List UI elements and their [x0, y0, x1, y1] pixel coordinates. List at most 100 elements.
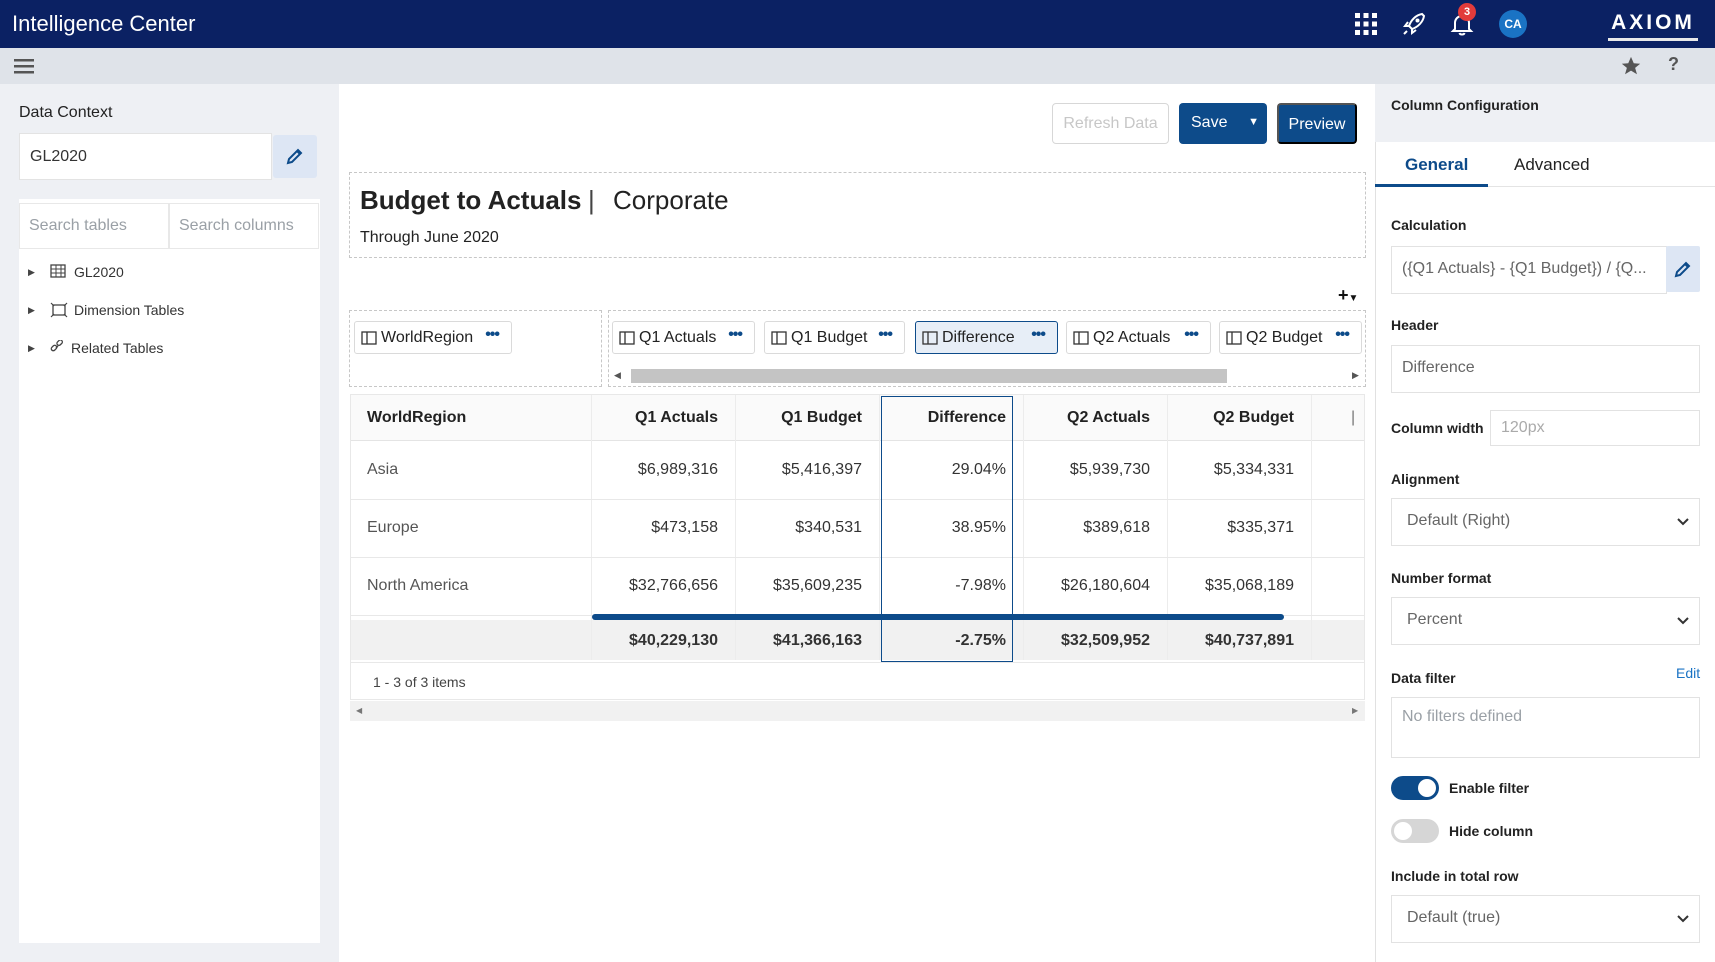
edit-filter-link[interactable]: Edit	[1676, 665, 1701, 681]
user-avatar[interactable]: CA	[1499, 10, 1527, 38]
more-options-icon[interactable]: •••	[1335, 326, 1350, 343]
number-format-value: Percent	[1407, 611, 1463, 628]
hide-column-label: Hide column	[1449, 823, 1534, 839]
scroll-right-icon[interactable]: ▶	[1352, 370, 1359, 380]
chip-q2-actuals[interactable]: Q2 Actuals •••	[1066, 321, 1211, 354]
title-separator: |	[588, 185, 595, 215]
grid-horizontal-scrollbar[interactable]: ◀ ▶	[350, 701, 1365, 721]
chip-label: Q1 Actuals	[639, 328, 717, 346]
total-value: $40,229,130	[629, 632, 718, 649]
header-field[interactable]: Difference	[1391, 345, 1700, 393]
save-button[interactable]: Save ▼	[1179, 103, 1267, 144]
chip-label: Q2 Budget	[1246, 328, 1323, 346]
row-divider	[351, 499, 1364, 500]
tab-divider	[1375, 186, 1715, 187]
more-options-icon[interactable]: •••	[485, 326, 500, 343]
search-columns-input[interactable]: Search columns	[169, 203, 319, 249]
report-date: Through June 2020	[360, 229, 499, 246]
total-value: $40,737,891	[1205, 632, 1294, 649]
toggle-knob	[1394, 822, 1412, 840]
chip-q2-budget[interactable]: Q2 Budget •••	[1219, 321, 1362, 354]
more-options-icon[interactable]: •••	[878, 326, 893, 343]
expand-caret-icon[interactable]: ▶	[28, 266, 35, 277]
config-panel-title: Column Configuration	[1391, 97, 1539, 113]
more-options-icon[interactable]: •••	[1184, 326, 1199, 343]
expand-caret-icon[interactable]: ▶	[28, 304, 35, 315]
search-tables-input[interactable]: Search tables	[19, 203, 169, 249]
row-drop-zone[interactable]	[349, 310, 602, 387]
star-icon[interactable]	[1620, 55, 1642, 77]
data-context-input[interactable]: GL2020	[19, 133, 272, 180]
save-dropdown-chevron-icon[interactable]: ▼	[1248, 116, 1259, 128]
hamburger-menu-icon[interactable]	[13, 56, 35, 76]
cell-value: $5,416,397	[781, 461, 862, 478]
cell-value: $26,180,604	[1061, 577, 1150, 594]
scrollbar-thumb[interactable]	[631, 369, 1227, 383]
enable-filter-toggle[interactable]	[1391, 776, 1439, 800]
column-drop-zone[interactable]	[608, 310, 1366, 387]
tab-advanced[interactable]: Advanced	[1514, 155, 1590, 174]
expand-caret-icon[interactable]: ▶	[28, 342, 35, 353]
number-format-label: Number format	[1391, 570, 1492, 586]
scroll-right-icon[interactable]: ▶	[1352, 706, 1359, 715]
total-value: -2.75%	[955, 632, 1006, 649]
chip-q1-budget[interactable]: Q1 Budget •••	[764, 321, 905, 354]
column-divider	[879, 395, 880, 660]
include-total-value: Default (true)	[1407, 909, 1501, 926]
selected-column-outline	[881, 396, 1013, 662]
include-total-select[interactable]: Default (true)	[1391, 895, 1700, 943]
tree-item-related-tables[interactable]: ▶ Related Tables	[28, 338, 163, 358]
column-divider	[1167, 395, 1168, 660]
grid-total-row	[351, 620, 1364, 660]
rocket-icon[interactable]	[1400, 10, 1428, 38]
cell-region: North America	[367, 577, 469, 594]
help-icon[interactable]: ?	[1668, 54, 1679, 74]
add-column-button[interactable]: +▼	[1338, 285, 1359, 305]
calculation-field[interactable]: ({Q1 Actuals} - {Q1 Budget}) / {Q...	[1391, 246, 1667, 294]
refresh-data-button[interactable]: Refresh Data	[1052, 103, 1169, 144]
edit-context-button[interactable]	[273, 135, 317, 178]
more-options-icon[interactable]: •••	[728, 326, 743, 343]
tree-item-gl2020[interactable]: ▶ GL2020	[28, 262, 124, 282]
header-q1-budget[interactable]: Q1 Budget	[781, 409, 862, 426]
header-q2-actuals[interactable]: Q2 Actuals	[1067, 409, 1150, 426]
header-worldregion[interactable]: WorldRegion	[367, 409, 467, 426]
edit-calculation-button[interactable]	[1666, 246, 1700, 292]
pencil-icon	[286, 147, 304, 165]
row-divider	[351, 557, 1364, 558]
header-q2-budget[interactable]: Q2 Budget	[1213, 409, 1294, 426]
tab-general[interactable]: General	[1405, 155, 1469, 174]
scroll-left-icon[interactable]: ◀	[356, 706, 363, 715]
secondary-bar: ?	[0, 48, 1715, 84]
column-drop-indicator	[592, 614, 1284, 620]
columns-scrollbar[interactable]: ◀ ▶	[610, 366, 1365, 386]
tree-item-dimension-tables[interactable]: ▶ Dimension Tables	[28, 300, 184, 320]
preview-button[interactable]: Preview	[1277, 103, 1357, 144]
header-q1-actuals[interactable]: Q1 Actuals	[635, 409, 718, 426]
data-filter-box[interactable]: No filters defined	[1391, 697, 1700, 758]
more-options-icon[interactable]: •••	[1031, 326, 1046, 343]
scroll-left-icon[interactable]: ◀	[614, 370, 621, 380]
chevron-down-icon	[1677, 515, 1689, 527]
cell-value: $6,989,316	[637, 461, 718, 478]
cell-value: $5,334,331	[1213, 461, 1294, 478]
grid-header-row	[351, 395, 1364, 441]
hide-column-toggle[interactable]	[1391, 819, 1439, 843]
chip-worldregion[interactable]: WorldRegion •••	[354, 321, 512, 354]
column-width-input[interactable]: 120px	[1490, 410, 1700, 446]
number-format-select[interactable]: Percent	[1391, 597, 1700, 645]
apps-grid-icon[interactable]	[1352, 10, 1380, 38]
report-header[interactable]: Budget to Actuals | Corporate Through Ju…	[349, 172, 1366, 258]
link-icon	[50, 340, 67, 356]
table-icon	[50, 264, 70, 280]
data-grid: WorldRegion Q1 Actuals Q1 Budget Differe…	[350, 394, 1365, 700]
header-difference[interactable]: Difference	[927, 409, 1006, 426]
tree-item-label: Related Tables	[71, 340, 164, 356]
chip-difference[interactable]: Difference •••	[915, 321, 1058, 354]
chip-label: Q1 Budget	[791, 328, 868, 346]
column-icon	[361, 330, 377, 345]
alignment-select[interactable]: Default (Right)	[1391, 498, 1700, 546]
chip-q1-actuals[interactable]: Q1 Actuals •••	[612, 321, 755, 354]
column-divider	[1023, 395, 1024, 660]
column-icon	[1073, 330, 1089, 345]
